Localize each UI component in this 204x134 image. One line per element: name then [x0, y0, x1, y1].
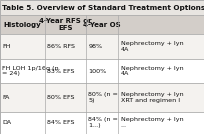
Bar [0, 0, 204, 16]
Text: Table 5. Overview of Standard Treatment Options for Stage II Wilms Tumorᵃ.: Table 5. Overview of Standard Treatment … [2, 5, 204, 11]
Text: Nephrectomy + lyn
4A: Nephrectomy + lyn 4A [121, 66, 183, 76]
Text: 4-Year OS: 4-Year OS [83, 22, 121, 28]
Bar [0, 59, 204, 83]
Bar [0, 112, 204, 134]
Text: 80% EFS: 80% EFS [47, 95, 75, 100]
Text: 83% EFS: 83% EFS [47, 68, 75, 74]
Text: FH: FH [2, 44, 11, 49]
Text: Nephrectomy + lyn
XRT and regimen I: Nephrectomy + lyn XRT and regimen I [121, 92, 183, 103]
Text: 86% RFS: 86% RFS [47, 44, 75, 49]
Text: 80% (n =
5): 80% (n = 5) [88, 92, 118, 103]
Text: DA: DA [2, 120, 12, 125]
Text: 4-Year RFS or
EFS: 4-Year RFS or EFS [39, 18, 92, 31]
Text: Nephrectomy + lyn
4A: Nephrectomy + lyn 4A [121, 41, 183, 52]
Text: 100%: 100% [88, 68, 106, 74]
Text: 98%: 98% [88, 44, 102, 49]
Bar [0, 83, 204, 112]
Text: 84% (n =
1...): 84% (n = 1...) [88, 118, 118, 128]
Text: FA: FA [2, 95, 10, 100]
Text: FH LOH 1p/16q (n
= 24): FH LOH 1p/16q (n = 24) [2, 66, 59, 76]
Text: Nephrectomy + lyn
...: Nephrectomy + lyn ... [121, 118, 183, 128]
Text: 84% EFS: 84% EFS [47, 120, 75, 125]
Bar [0, 16, 204, 34]
Bar [0, 34, 204, 59]
Text: Histology: Histology [3, 22, 41, 28]
